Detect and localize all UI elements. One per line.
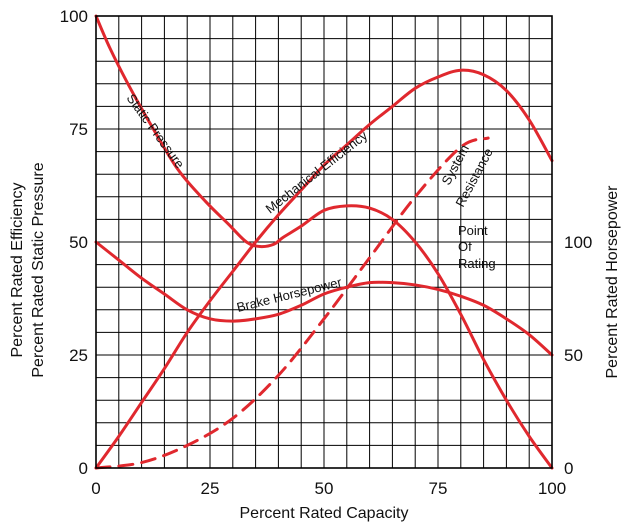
static-pressure-label: Static Pressure <box>124 91 188 171</box>
of-label: Of <box>458 239 472 254</box>
plot-frame <box>95 15 553 469</box>
system-resistance-curve <box>94 136 490 470</box>
mechanical-efficiency-curve <box>94 68 554 470</box>
static-pressure-curve <box>94 14 554 470</box>
y-tick-label-left: 50 <box>69 233 88 252</box>
brake-horsepower-curve <box>94 240 554 357</box>
y-tick-label-left: 25 <box>69 346 88 365</box>
x-tick-label: 100 <box>538 479 566 498</box>
y-tick-label-right: 0 <box>564 459 573 478</box>
y-tick-label-right: 100 <box>564 233 592 252</box>
rating-label: Rating <box>458 256 496 271</box>
y-tick-label-right: 50 <box>564 346 583 365</box>
y-axis-title-left-static-pressure: Percent Rated Static Pressure <box>30 162 47 377</box>
x-tick-label: 0 <box>91 479 100 498</box>
y-axis-title-right: Percent Rated Horsepower <box>604 185 621 379</box>
grid <box>96 16 552 468</box>
x-tick-label: 50 <box>315 479 334 498</box>
y-axis-title-left-efficiency: Percent Rated Efficiency <box>9 183 26 358</box>
x-tick-label: 25 <box>201 479 220 498</box>
y-tick-label-left: 0 <box>79 459 88 478</box>
curve-labels: Static Pressure Mechanical Efficiency Br… <box>124 91 496 315</box>
y-tick-label-left: 75 <box>69 120 88 139</box>
x-axis-title: Percent Rated Capacity <box>240 505 409 522</box>
y-tick-label-left: 100 <box>60 7 88 26</box>
point-label: Point <box>458 223 488 238</box>
x-tick-label: 75 <box>429 479 448 498</box>
curves <box>94 14 554 470</box>
